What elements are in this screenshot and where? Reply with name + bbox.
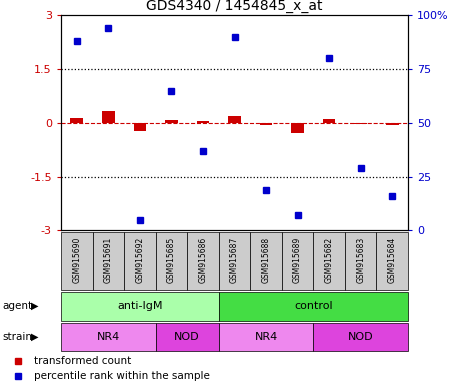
Bar xyxy=(291,123,304,133)
Bar xyxy=(313,232,345,290)
Text: control: control xyxy=(294,301,333,311)
Text: NOD: NOD xyxy=(348,332,373,342)
Bar xyxy=(260,123,272,126)
Bar xyxy=(282,232,313,290)
Bar xyxy=(219,232,250,290)
Text: transformed count: transformed count xyxy=(34,356,131,366)
Text: GSM915685: GSM915685 xyxy=(167,237,176,283)
Text: GSM915688: GSM915688 xyxy=(262,237,271,283)
Bar xyxy=(124,232,156,290)
Text: GSM915692: GSM915692 xyxy=(136,237,144,283)
Bar xyxy=(219,292,408,321)
Bar xyxy=(377,232,408,290)
Bar xyxy=(156,323,219,351)
Bar xyxy=(323,119,335,123)
Bar xyxy=(187,232,219,290)
Bar xyxy=(61,323,156,351)
Bar xyxy=(156,232,187,290)
Text: GSM915689: GSM915689 xyxy=(293,237,302,283)
Bar xyxy=(61,232,92,290)
Title: GDS4340 / 1454845_x_at: GDS4340 / 1454845_x_at xyxy=(146,0,323,13)
Text: NR4: NR4 xyxy=(97,332,120,342)
Bar xyxy=(61,292,219,321)
Bar xyxy=(219,323,313,351)
Bar xyxy=(197,121,209,123)
Text: anti-IgM: anti-IgM xyxy=(117,301,163,311)
Bar xyxy=(92,232,124,290)
Text: GSM915690: GSM915690 xyxy=(72,237,81,283)
Bar xyxy=(165,120,178,123)
Text: ▶: ▶ xyxy=(30,332,38,342)
Text: GSM915683: GSM915683 xyxy=(356,237,365,283)
Text: GSM915684: GSM915684 xyxy=(388,237,397,283)
Bar xyxy=(228,116,241,123)
Text: GSM915687: GSM915687 xyxy=(230,237,239,283)
Bar xyxy=(250,232,282,290)
Bar xyxy=(345,232,377,290)
Bar xyxy=(386,123,399,126)
Text: strain: strain xyxy=(2,332,32,342)
Bar xyxy=(102,111,114,123)
Text: agent: agent xyxy=(2,301,32,311)
Text: NR4: NR4 xyxy=(254,332,278,342)
Text: GSM915691: GSM915691 xyxy=(104,237,113,283)
Text: GSM915686: GSM915686 xyxy=(198,237,207,283)
Text: ▶: ▶ xyxy=(30,301,38,311)
Text: NOD: NOD xyxy=(174,332,200,342)
Bar xyxy=(134,123,146,131)
Text: percentile rank within the sample: percentile rank within the sample xyxy=(34,371,210,381)
Bar xyxy=(355,123,367,124)
Bar xyxy=(70,118,83,123)
Bar xyxy=(313,323,408,351)
Text: GSM915682: GSM915682 xyxy=(325,237,333,283)
